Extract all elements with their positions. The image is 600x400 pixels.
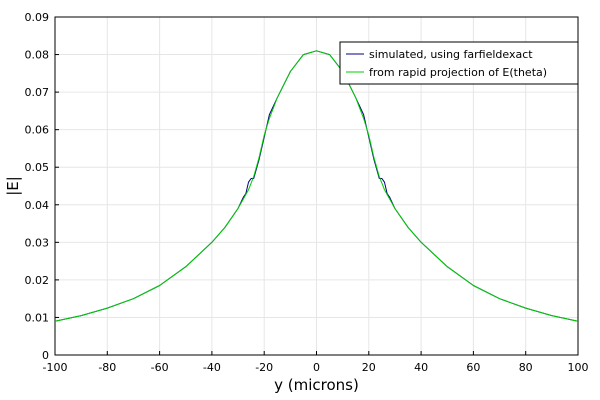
x-axis-title: y (microns) (274, 376, 359, 394)
legend-label-projection: from rapid projection of E(theta) (369, 66, 547, 79)
y-axis-title: |E| (4, 176, 22, 196)
x-tick-label: 0 (313, 361, 320, 374)
x-tick-label: -100 (43, 361, 68, 374)
legend: simulated, using farfieldexact from rapi… (339, 41, 579, 85)
x-tick-label: -60 (151, 361, 169, 374)
x-tick-label: -80 (98, 361, 116, 374)
x-tick-label: -40 (203, 361, 221, 374)
y-tick-label: 0.03 (25, 236, 50, 249)
x-tick-label: -20 (255, 361, 273, 374)
y-tick-label: 0.06 (25, 124, 50, 137)
y-tick-label: 0.01 (25, 311, 50, 324)
y-tick-label: 0.07 (25, 86, 50, 99)
y-tick-label: 0.05 (25, 161, 50, 174)
legend-label-simulated: simulated, using farfieldexact (369, 48, 533, 61)
y-tick-label: 0.02 (25, 274, 50, 287)
x-tick-label: 100 (568, 361, 589, 374)
series-line-1 (54, 50, 579, 322)
y-tick-label: 0 (42, 349, 49, 362)
ticks: -100 -80 -60 -40 -20 0 20 40 60 80 100 0 0.01 0.02 0.0… (25, 11, 589, 374)
y-tick-label: 0.09 (25, 11, 50, 24)
x-tick-label: 60 (466, 361, 480, 374)
x-tick-label: 20 (362, 361, 376, 374)
y-tick-label: 0.08 (25, 49, 50, 62)
legend-box (339, 41, 579, 85)
x-tick-label: 80 (519, 361, 533, 374)
x-tick-label: 40 (414, 361, 428, 374)
series-lines (54, 50, 579, 322)
y-tick-label: 0.04 (25, 199, 50, 212)
